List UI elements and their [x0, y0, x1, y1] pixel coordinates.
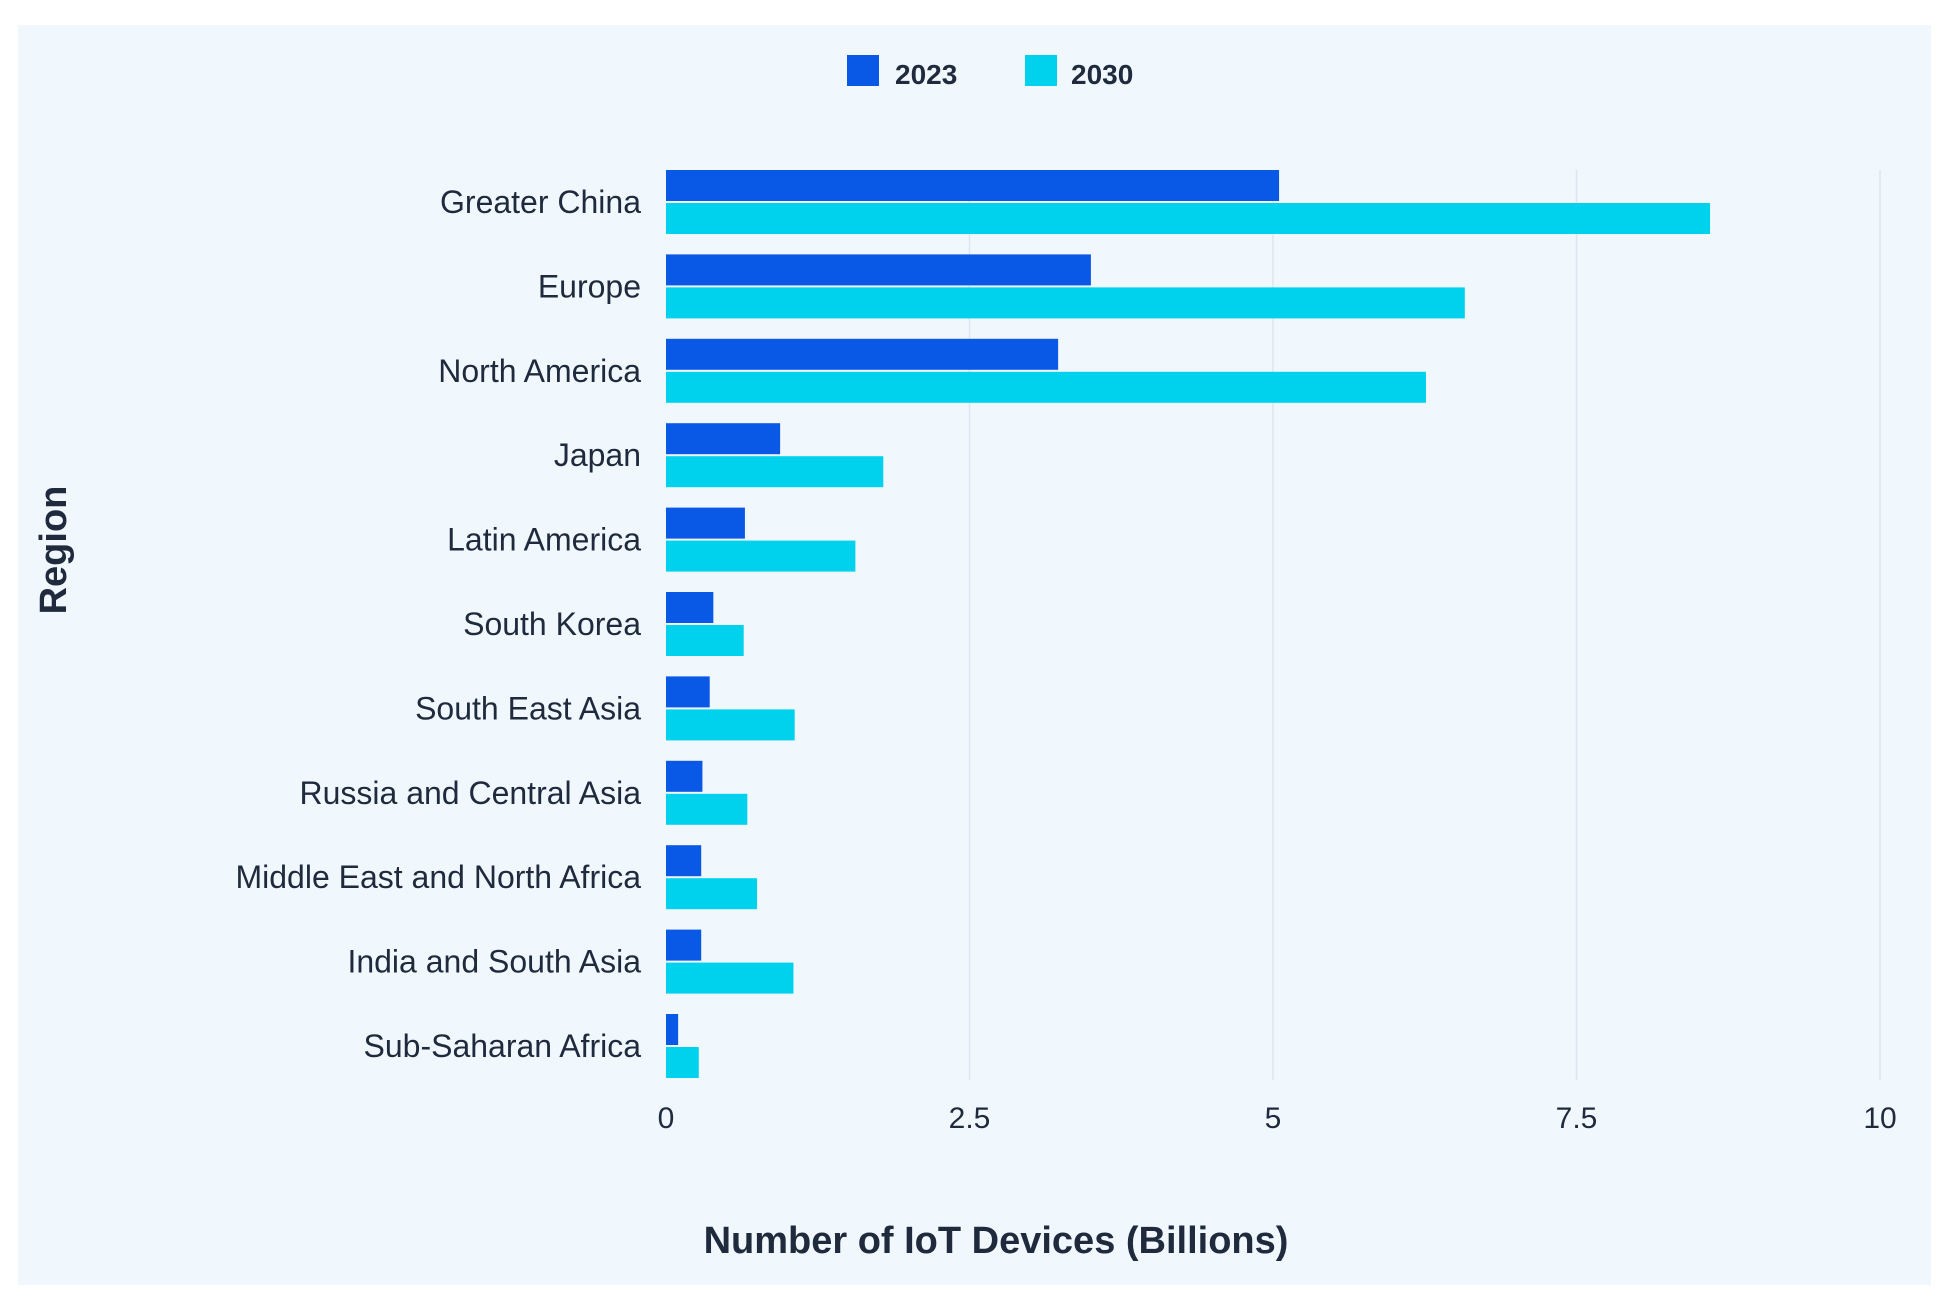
x-tick-labels: 0 2.5 5 7.5 10 [658, 1102, 1897, 1135]
bar-north-america-2023 [666, 338, 1059, 370]
bar-greater-china-2030 [666, 203, 1711, 234]
bar-south-east-asia-2023 [666, 676, 710, 708]
bar-india-and-south-asia-2023 [666, 929, 702, 961]
x-tick-label: 5 [1265, 1102, 1282, 1135]
category-label-latin-america: Latin America [447, 522, 641, 558]
chart-panel [18, 25, 1931, 1285]
x-tick-label: 10 [1863, 1102, 1896, 1135]
category-label-middle-east-and-north-africa: Middle East and North Africa [235, 859, 641, 895]
bar-japan-2030 [666, 456, 884, 488]
category-label-japan: Japan [554, 437, 641, 473]
x-axis-title: Number of IoT Devices (Billions) [704, 1220, 1289, 1262]
bar-europe-2023 [666, 254, 1091, 286]
bar-south-korea-2023 [666, 592, 714, 623]
legend-label-2030: 2030 [1071, 59, 1133, 90]
bar-europe-2030 [666, 287, 1465, 319]
category-label-india-and-south-asia: India and South Asia [347, 944, 641, 980]
category-label-greater-china: Greater China [440, 184, 641, 220]
x-tick-label: 0 [658, 1102, 675, 1135]
bar-russia-and-central-asia-2023 [666, 760, 703, 792]
legend: 2023 2030 [847, 55, 1133, 90]
category-label-europe: Europe [538, 268, 641, 304]
bar-sub-saharan-africa-2023 [666, 1014, 679, 1045]
bar-north-america-2030 [666, 371, 1426, 403]
bar-sub-saharan-africa-2030 [666, 1047, 699, 1078]
category-label-south-east-asia: South East Asia [415, 690, 641, 726]
category-labels: Greater China Europe North America Japan Lat… [235, 184, 641, 1064]
bar-japan-2023 [666, 423, 781, 455]
x-tick-label: 7.5 [1556, 1102, 1598, 1135]
x-tick-label: 2.5 [949, 1102, 991, 1135]
category-label-south-korea: South Korea [463, 606, 641, 642]
bar-middle-east-and-north-africa-2023 [666, 845, 702, 877]
category-label-sub-saharan-africa: Sub-Saharan Africa [364, 1028, 642, 1064]
bar-latin-america-2023 [666, 507, 745, 539]
bar-russia-and-central-asia-2030 [666, 793, 748, 825]
category-label-russia-and-central-asia: Russia and Central Asia [299, 775, 641, 811]
gridlines [968, 170, 1881, 1080]
bar-south-east-asia-2030 [666, 709, 795, 741]
bar-greater-china-2023 [666, 170, 1280, 201]
legend-swatch-2030 [1025, 55, 1057, 86]
legend-swatch-2023 [847, 55, 879, 86]
category-label-north-america: North America [438, 353, 641, 389]
legend-label-2023: 2023 [895, 59, 957, 90]
bar-middle-east-and-north-africa-2030 [666, 878, 758, 910]
bar-india-and-south-asia-2030 [666, 962, 794, 994]
y-axis-title: Region [33, 486, 75, 615]
bar-latin-america-2030 [666, 540, 856, 572]
bars [666, 170, 1711, 1078]
bar-south-korea-2030 [666, 625, 744, 656]
